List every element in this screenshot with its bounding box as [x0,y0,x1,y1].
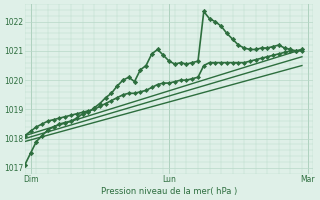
X-axis label: Pression niveau de la mer( hPa ): Pression niveau de la mer( hPa ) [101,187,237,196]
